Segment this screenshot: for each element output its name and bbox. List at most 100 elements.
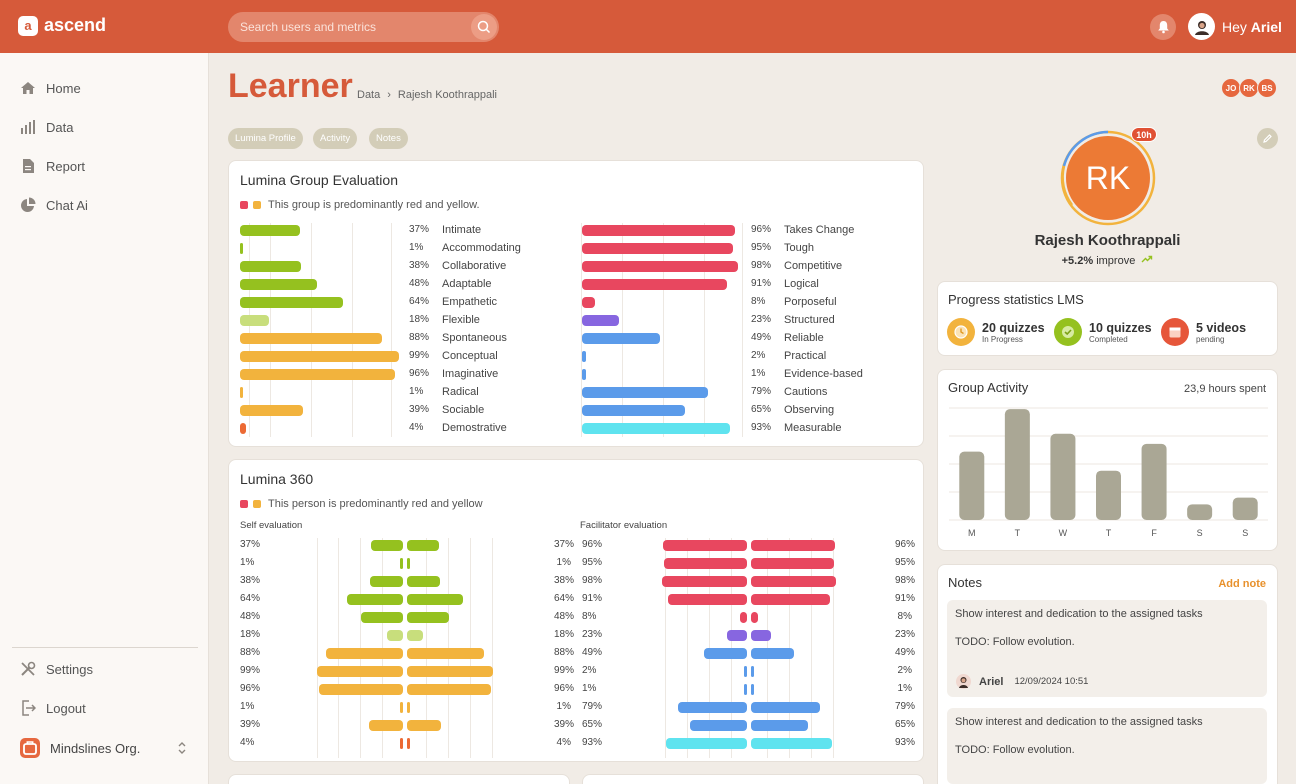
user-greeting[interactable]: Hey Ariel — [1222, 19, 1282, 35]
note-text: Show interest and dedication to the assi… — [955, 716, 1203, 728]
note-item[interactable]: Show interest and dedication to the assi… — [947, 708, 1267, 784]
activity-bar[interactable] — [959, 451, 985, 520]
document-icon — [23, 159, 34, 173]
tab-activity[interactable]: Activity — [313, 128, 358, 149]
activity-bar[interactable] — [1141, 443, 1167, 520]
facilitator-percent: 65% — [582, 719, 603, 730]
day-tick-label: W — [1059, 528, 1068, 538]
sidebar-item-settings[interactable]: Settings — [20, 661, 93, 677]
trait-bar — [582, 315, 619, 326]
day-tick-label: T — [1106, 528, 1112, 538]
self-bar-right — [407, 576, 441, 587]
improve-stat: +5.2% improve — [937, 255, 1278, 267]
org-logo-icon — [20, 738, 40, 758]
org-switcher[interactable]: Mindslines Org. — [20, 738, 190, 758]
add-note-button[interactable]: Add note — [1218, 578, 1266, 590]
trait-label: Takes Change — [784, 224, 855, 236]
clock-icon — [947, 318, 975, 346]
trait-label: Observing — [784, 404, 835, 416]
sidebar-item-data[interactable]: Data — [20, 119, 73, 135]
notifications-button[interactable] — [1150, 14, 1176, 40]
self-bar-right — [407, 540, 440, 551]
sidebar-item-chat-ai[interactable]: Chat Ai — [20, 197, 88, 213]
user-avatar[interactable] — [1188, 13, 1215, 40]
trait-label: Imaginative — [442, 368, 499, 380]
facilitator-percent: 8% — [582, 611, 597, 622]
note-author: Ariel — [979, 675, 1004, 688]
collaborator-avatar[interactable]: BS — [1257, 78, 1277, 98]
day-tick-label: F — [1151, 528, 1157, 538]
facilitator-percent: 49% — [582, 647, 603, 658]
search-input[interactable] — [240, 12, 465, 42]
facilitator-percent: 2% — [897, 665, 912, 676]
self-percent: 96% — [240, 683, 261, 694]
trait-percent: 1% — [751, 368, 766, 379]
stat-quizzes-completed: 10 quizzes Completed — [1054, 318, 1152, 346]
grid-line — [311, 223, 312, 437]
app-logo[interactable]: a ascend — [18, 15, 106, 36]
facilitator-bar-left — [667, 594, 747, 605]
collaborator-avatar[interactable]: JO — [1221, 78, 1241, 98]
edit-profile-button[interactable] — [1257, 128, 1278, 149]
self-percent: 4% — [556, 737, 571, 748]
self-percent: 1% — [556, 701, 571, 712]
facilitator-bar-right — [751, 702, 820, 713]
group-evaluation-card: Lumina Group Evaluation This group is pr… — [228, 160, 924, 447]
trait-percent: 93% — [751, 422, 772, 433]
activity-title: Group Activity — [948, 380, 1029, 395]
trait-label: Evidence-based — [784, 368, 863, 380]
trait-bar — [240, 261, 302, 272]
activity-bar[interactable] — [1004, 409, 1030, 520]
note-item[interactable]: Show interest and dedication to the assi… — [947, 600, 1267, 697]
sidebar-item-logout[interactable]: Logout — [20, 700, 86, 716]
trait-bar — [240, 369, 395, 380]
trait-percent: 96% — [751, 224, 772, 235]
trait-label: Porposeful — [784, 296, 837, 308]
self-percent: 37% — [240, 539, 261, 550]
facilitator-percent: 95% — [582, 557, 603, 568]
grid-line — [249, 223, 250, 437]
self-percent: 4% — [240, 737, 255, 748]
tab-notes[interactable]: Notes — [369, 128, 408, 149]
breadcrumb-data[interactable]: Data — [357, 89, 381, 101]
activity-hours: 23,9 hours spent — [1184, 383, 1266, 395]
self-bar-left — [370, 540, 403, 551]
trait-bar — [582, 243, 734, 254]
user-photo-icon — [1194, 20, 1209, 35]
activity-bar[interactable] — [1187, 504, 1213, 520]
search-button[interactable] — [471, 14, 497, 40]
trait-bar — [582, 279, 727, 290]
facilitator-bar-left — [744, 684, 747, 695]
trait-percent: 91% — [751, 278, 772, 289]
facilitator-percent: 95% — [895, 557, 916, 568]
tab-lumina-profile[interactable]: Lumina Profile — [228, 128, 303, 149]
facilitator-bar-left — [726, 630, 747, 641]
facilitator-percent: 91% — [582, 593, 603, 604]
facilitator-bar-right — [751, 720, 808, 731]
grid-line — [317, 538, 318, 758]
trait-percent: 79% — [751, 386, 772, 397]
trait-label: Demostrative — [442, 422, 507, 434]
activity-bar[interactable] — [1050, 433, 1076, 520]
sidebar-item-report[interactable]: Report — [20, 158, 85, 174]
note-meta: Ariel 12/09/2024 10:51 — [956, 674, 1088, 689]
collaborator-avatar[interactable]: RK — [1239, 78, 1259, 98]
trait-label: Sociable — [442, 404, 485, 416]
self-percent: 39% — [240, 719, 261, 730]
trait-percent: 4% — [409, 422, 424, 433]
sidebar-item-home[interactable]: Home — [20, 80, 81, 96]
self-bar-left — [369, 576, 403, 587]
search-bar — [228, 12, 499, 42]
red-dot-icon — [240, 500, 248, 508]
self-bar-right — [407, 648, 484, 659]
facilitator-bar-right — [751, 666, 754, 677]
self-percent: 39% — [554, 719, 575, 730]
profile-name: Rajesh Koothrappali — [1034, 232, 1181, 249]
grid-line — [352, 223, 353, 437]
group-evaluation-summary: This group is predominantly red and yell… — [240, 199, 480, 211]
activity-bar[interactable] — [1232, 497, 1258, 520]
yellow-dot-icon — [253, 201, 261, 209]
facilitator-percent: 8% — [897, 611, 912, 622]
activity-bar[interactable] — [1096, 470, 1121, 520]
